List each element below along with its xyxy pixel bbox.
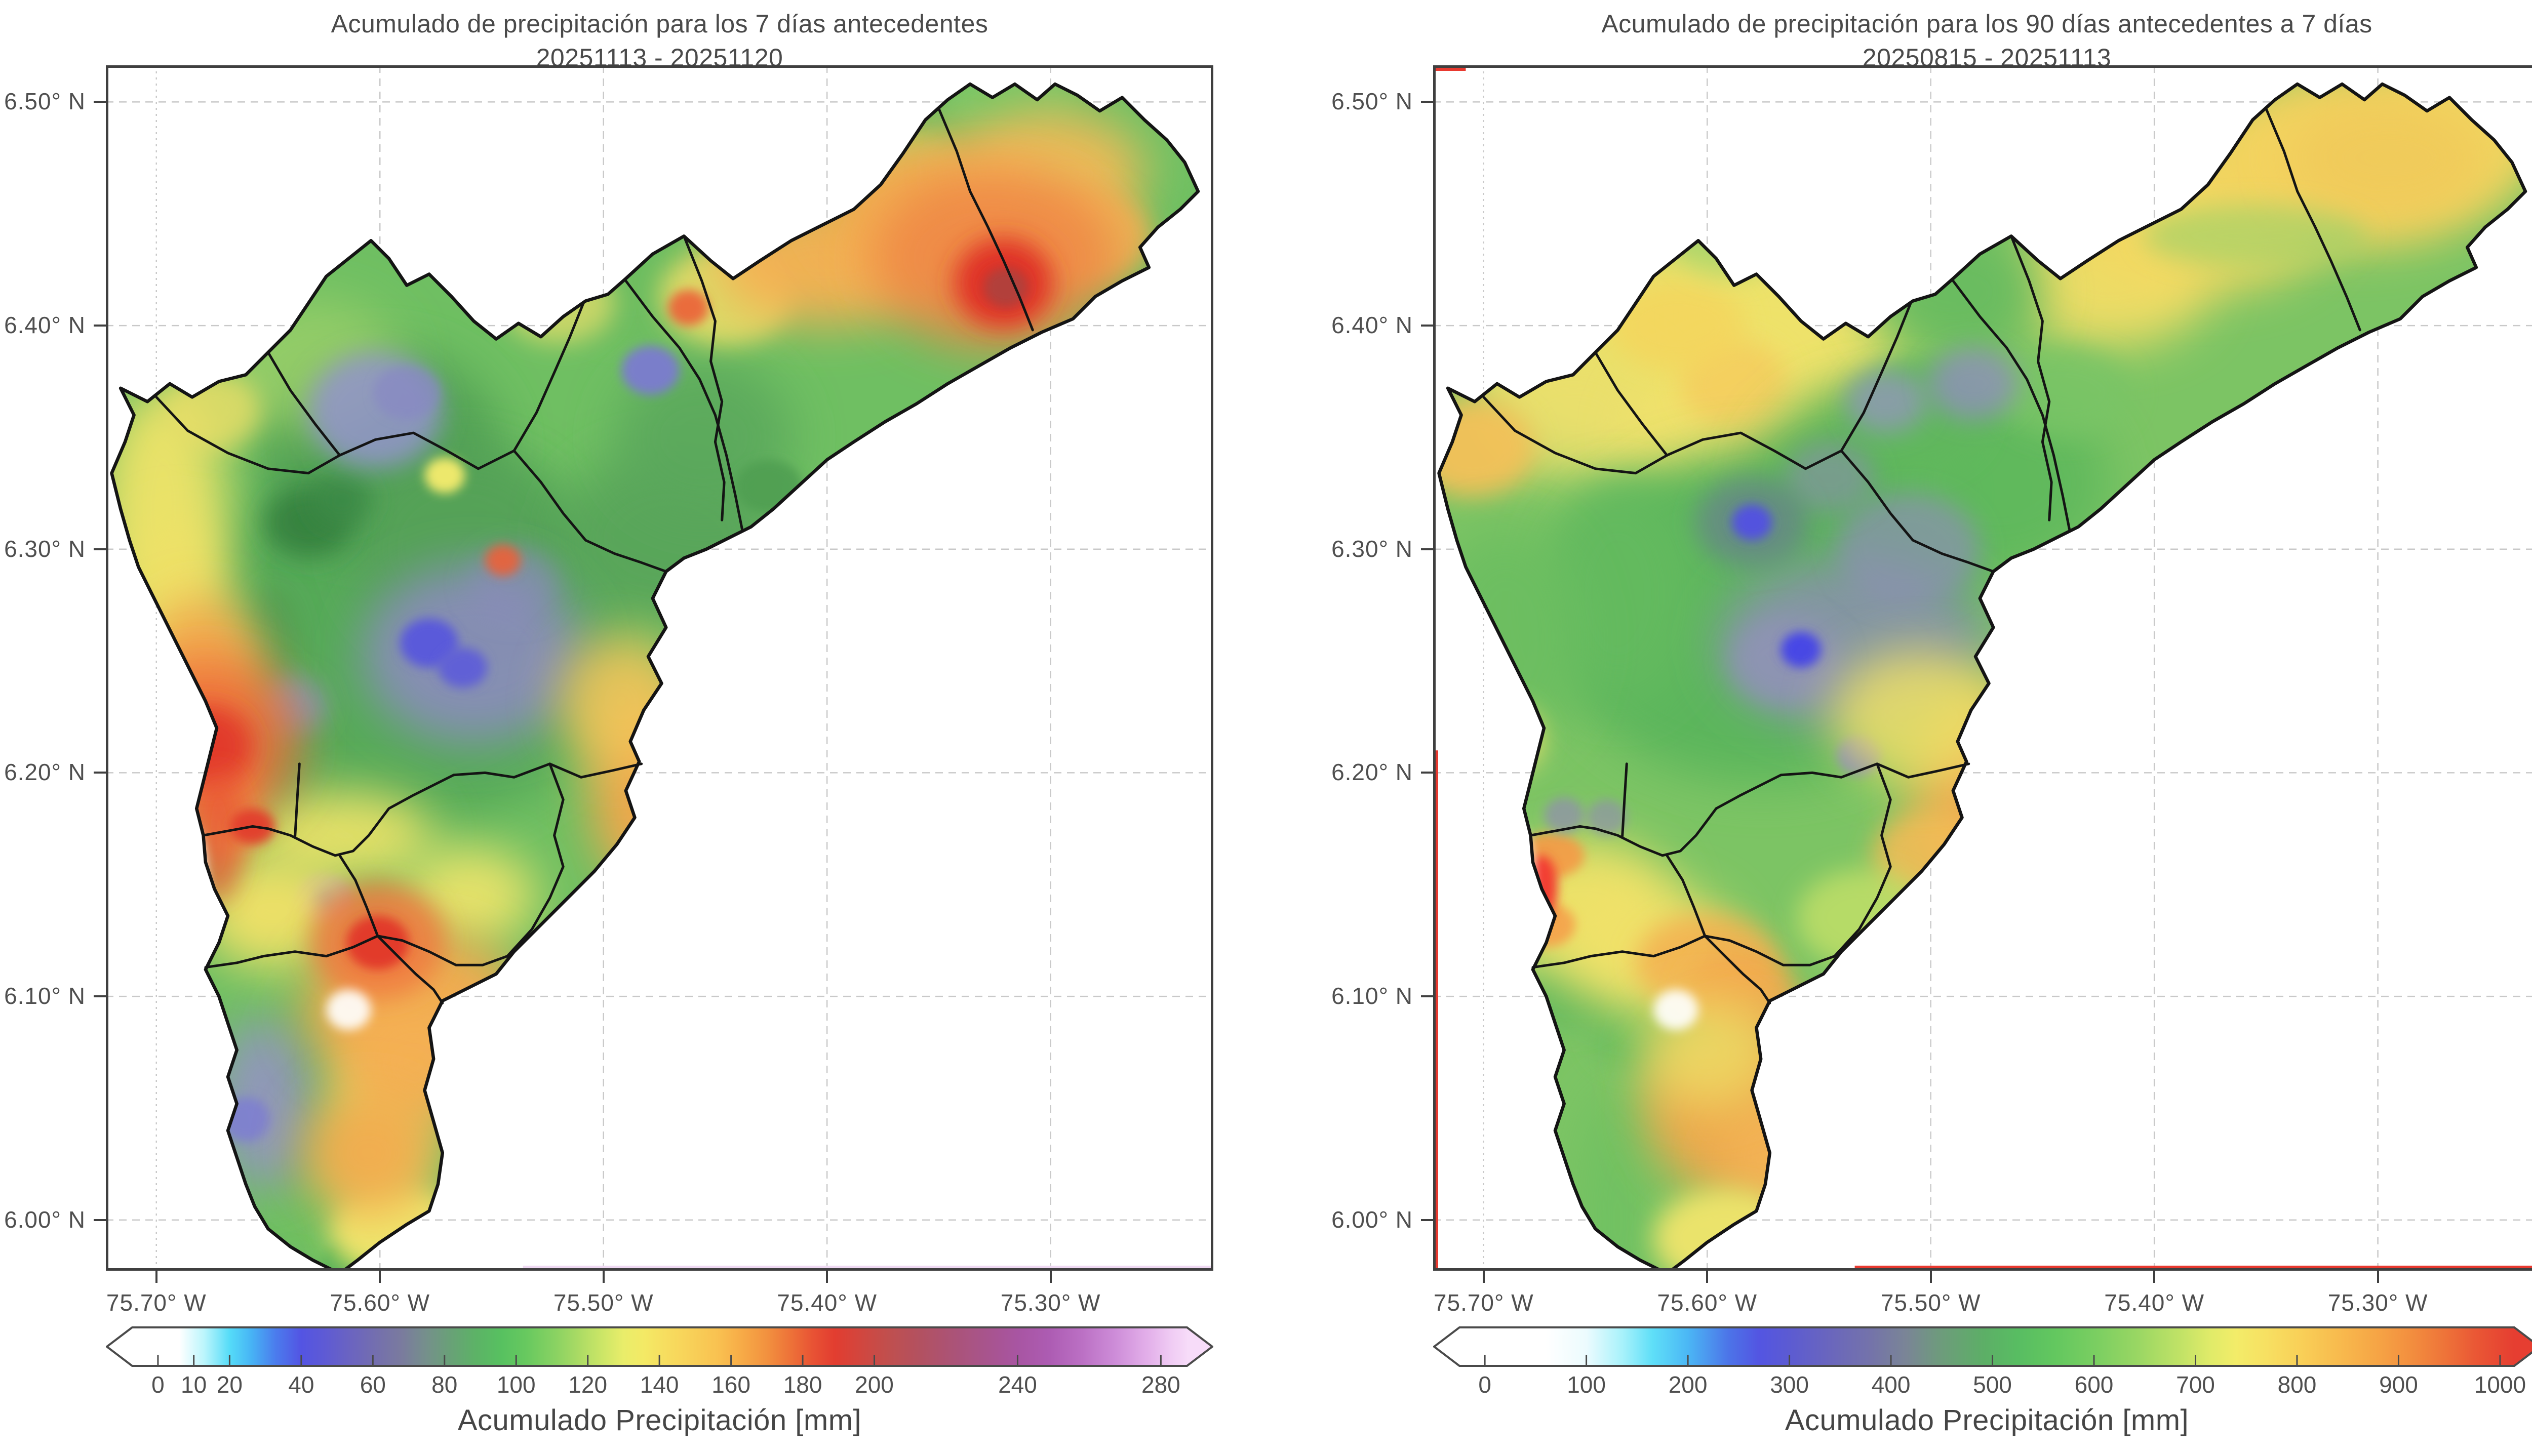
x-tick-label: 75.40° W	[777, 1289, 877, 1316]
x-tick-mark	[1482, 1271, 1485, 1283]
y-tick-mark	[94, 995, 106, 998]
x-tick-mark	[1929, 1271, 1932, 1283]
y-tick-label: 6.20° N	[1331, 759, 1413, 786]
x-tick-label: 75.50° W	[1880, 1289, 1981, 1316]
x-tick-label: 75.60° W	[1657, 1289, 1758, 1316]
x-tick-mark	[602, 1271, 605, 1283]
colorbar	[1433, 1326, 2532, 1367]
y-tick-label: 6.30° N	[1331, 535, 1413, 562]
colorbar-tick-label: 200	[1668, 1371, 1708, 1398]
x-tick-label: 75.40° W	[2104, 1289, 2204, 1316]
colorbar-label-90day: Acumulado Precipitación [mm]	[1785, 1404, 2189, 1437]
x-tick-label: 75.70° W	[106, 1289, 207, 1316]
municipal-boundaries	[1437, 82, 2527, 1271]
colorbar-tick-label: 140	[640, 1371, 679, 1398]
colorbar-tick-label: 100	[496, 1371, 536, 1398]
precip-map-90day	[1433, 65, 2532, 1271]
colorbar-tick-label: 40	[288, 1371, 314, 1398]
colorbar-tick-label: 0	[151, 1371, 165, 1398]
y-tick-mark	[94, 1219, 106, 1221]
colorbar-tick-label: 280	[1141, 1371, 1180, 1398]
y-tick-label: 6.10° N	[1331, 983, 1413, 1009]
y-tick-label: 6.40° N	[4, 312, 86, 339]
y-tick-mark	[1421, 101, 1433, 103]
colorbar-tick-label: 160	[711, 1371, 750, 1398]
title-line1: Acumulado de precipitación para los 90 d…	[1601, 10, 2372, 38]
colorbar-tick-label: 180	[783, 1371, 822, 1398]
x-tick-mark	[379, 1271, 381, 1283]
colorbar	[106, 1326, 1213, 1367]
colorbar-tick-label: 400	[1871, 1371, 1911, 1398]
map-axes-7day	[106, 65, 1213, 1271]
colorbar-tick-label: 100	[1567, 1371, 1606, 1398]
y-tick-label: 6.30° N	[4, 535, 86, 562]
x-tick-mark	[2377, 1271, 2379, 1283]
y-tick-label: 6.20° N	[4, 759, 86, 786]
x-tick-mark	[155, 1271, 157, 1283]
y-tick-mark	[94, 548, 106, 550]
x-tick-label: 75.60° W	[330, 1289, 430, 1316]
y-tick-mark	[94, 772, 106, 774]
colorbar-tick-label: 20	[216, 1371, 243, 1398]
colorbar-tick-label: 500	[1973, 1371, 2012, 1398]
colorbar-tick-label: 800	[2277, 1371, 2317, 1398]
colorbar-tick-label: 80	[431, 1371, 458, 1398]
x-tick-mark	[1706, 1271, 1709, 1283]
y-tick-label: 6.40° N	[1331, 312, 1413, 339]
x-tick-mark	[1049, 1271, 1052, 1283]
colorbar-tick-label: 120	[568, 1371, 608, 1398]
y-tick-mark	[1421, 995, 1433, 998]
y-tick-mark	[1421, 1219, 1433, 1221]
colorbar-tick-label: 700	[2176, 1371, 2215, 1398]
colorbar-tick-label: 60	[360, 1371, 386, 1398]
y-tick-mark	[1421, 325, 1433, 327]
x-tick-mark	[826, 1271, 828, 1283]
y-tick-label: 6.00° N	[4, 1206, 86, 1233]
title-line1: Acumulado de precipitación para los 7 dí…	[331, 10, 988, 38]
y-tick-mark	[94, 325, 106, 327]
panel-title-90day: Acumulado de precipitación para los 90 d…	[1433, 7, 2532, 75]
colorbar-label-7day: Acumulado Precipitación [mm]	[457, 1404, 862, 1437]
colorbar-tick-label: 1000	[2474, 1371, 2526, 1398]
colorbar-tick-label: 240	[998, 1371, 1037, 1398]
y-tick-label: 6.00° N	[1331, 1206, 1413, 1233]
colorbar-tick-label: 600	[2074, 1371, 2114, 1398]
colorbar-tick-label: 0	[1478, 1371, 1491, 1398]
x-tick-mark	[2153, 1271, 2156, 1283]
y-tick-mark	[94, 101, 106, 103]
y-tick-label: 6.10° N	[4, 983, 86, 1009]
map-axes-90day	[1433, 65, 2532, 1271]
colorbar-tick-label: 300	[1770, 1371, 1809, 1398]
y-tick-mark	[1421, 548, 1433, 550]
colorbar-tick-label: 900	[2379, 1371, 2418, 1398]
precip-map-7day	[106, 65, 1213, 1271]
colorbar-tick-label: 10	[181, 1371, 207, 1398]
x-tick-label: 75.30° W	[1000, 1289, 1101, 1316]
x-tick-label: 75.50° W	[553, 1289, 654, 1316]
x-tick-label: 75.30° W	[2327, 1289, 2428, 1316]
y-tick-mark	[1421, 772, 1433, 774]
municipal-boundaries	[110, 82, 1200, 1271]
y-tick-label: 6.50° N	[1331, 88, 1413, 115]
colorbar-tick-label: 200	[855, 1371, 894, 1398]
panel-title-7day: Acumulado de precipitación para los 7 dí…	[106, 7, 1213, 75]
x-tick-label: 75.70° W	[1433, 1289, 1534, 1316]
y-tick-label: 6.50° N	[4, 88, 86, 115]
